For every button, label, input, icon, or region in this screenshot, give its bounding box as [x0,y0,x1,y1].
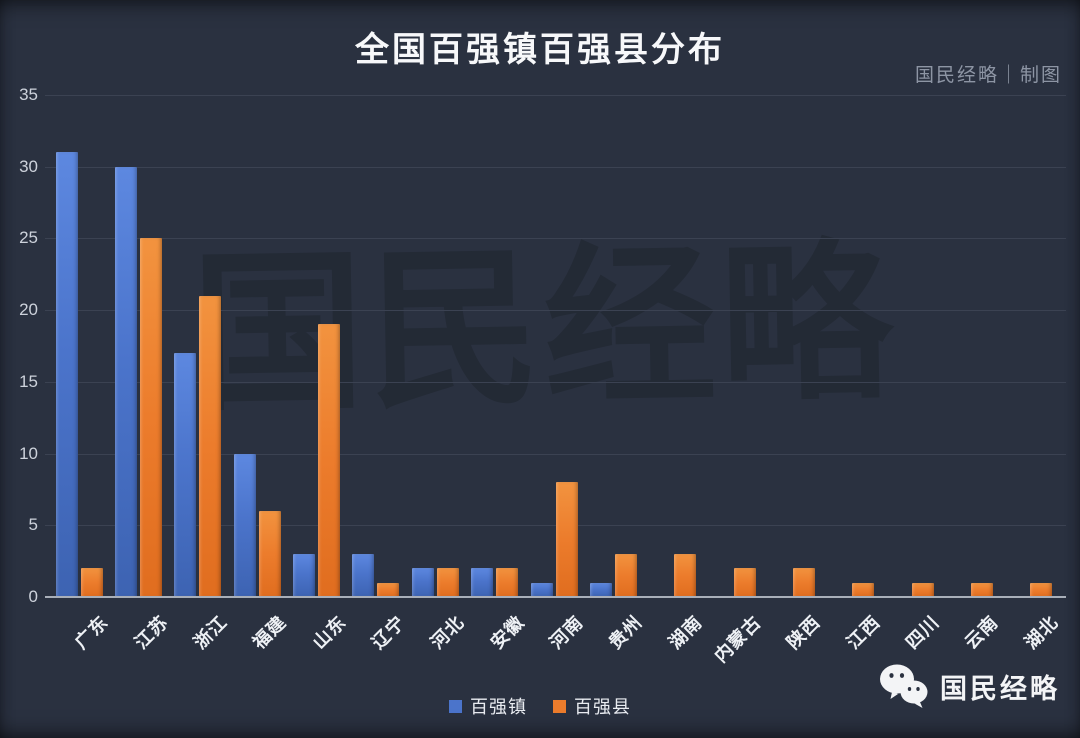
bar-百强镇-安徽 [471,568,494,597]
watermark-text: 国民经略 [190,219,898,436]
bar-百强镇-福建 [233,453,256,597]
bar-百强县-内蒙古 [733,568,756,597]
bar-百强县-湖南 [674,553,697,597]
legend-swatch-orange [553,699,566,713]
bar-百强县-江西 [852,582,875,597]
legend-item-counties: 百强县 [553,693,631,719]
bar-百强镇-辽宁 [352,553,375,597]
bar-百强镇-山东 [293,553,316,597]
bar-百强镇-贵州 [589,582,612,597]
x-tick-label-山东: 山东 [308,611,350,653]
bar-百强镇-河北 [411,568,434,597]
credit-text: 国民经略｜制图 [914,64,1062,86]
y-tick-label: 30 [19,156,38,176]
bar-百强镇-浙江 [174,353,197,597]
x-tick-label-浙江: 浙江 [189,611,231,653]
legend: 百强镇 百强县 [0,693,1080,719]
bar-百强县-云南 [970,582,993,597]
x-tick-label-江苏: 江苏 [130,611,172,653]
y-tick-label: 0 [28,587,38,606]
x-axis-baseline [45,596,1066,598]
x-tick-label-广东: 广东 [71,611,113,653]
y-tick-label: 10 [19,443,38,463]
x-tick-label-内蒙古: 内蒙古 [710,611,766,667]
x-tick-label-四川: 四川 [902,611,944,653]
legend-item-towns: 百强镇 [449,693,527,719]
x-tick-label-河北: 河北 [427,611,469,653]
legend-swatch-blue [449,699,462,713]
bar-百强县-安徽 [496,568,519,597]
footer-brand: 国民经略 [878,663,1060,709]
gridline [45,310,1066,312]
bar-百强县-贵州 [614,553,637,597]
bar-百强县-陕西 [792,568,815,597]
y-tick-label: 15 [19,371,38,391]
x-tick-label-湖南: 湖南 [664,611,706,653]
x-tick-label-江西: 江西 [842,611,884,653]
bar-百强县-福建 [258,510,281,597]
legend-label-towns: 百强镇 [470,697,527,717]
legend-label-counties: 百强县 [574,697,631,717]
chart-title: 全国百强镇百强县分布 [355,31,725,69]
y-tick-label: 5 [28,515,38,535]
x-tick-label-安徽: 安徽 [486,611,528,653]
bar-百强县-江苏 [140,238,163,597]
y-tick-label: 20 [19,300,38,320]
gridline [45,95,1066,96]
gridline [45,166,1066,168]
bar-百强县-河南 [555,482,578,597]
x-tick-label-河南: 河南 [545,611,587,653]
bar-百强县-湖北 [1030,582,1053,597]
bar-百强镇-江苏 [115,166,138,597]
bar-百强镇-广东 [55,152,78,597]
gridline [45,381,1066,383]
bar-百强县-浙江 [199,295,222,597]
bar-百强县-山东 [318,324,341,597]
bar-百强县-河北 [436,568,459,597]
x-tick-label-云南: 云南 [961,611,1003,653]
wechat-icon [880,664,928,708]
bar-百强镇-河南 [530,582,553,597]
y-tick-label: 35 [19,85,38,104]
footer-brand-text: 国民经略 [940,673,1060,704]
y-tick-label: 25 [19,228,38,248]
x-tick-label-贵州: 贵州 [605,611,647,653]
x-tick-label-陕西: 陕西 [783,611,825,653]
bar-百强县-四川 [911,582,934,597]
gridline [45,453,1066,455]
x-tick-label-福建: 福建 [249,611,291,653]
bar-百强县-辽宁 [377,582,400,597]
gridline [45,238,1066,240]
bar-百强县-广东 [80,568,103,597]
x-tick-label-湖北: 湖北 [1020,611,1062,653]
x-tick-label-辽宁: 辽宁 [367,611,409,653]
